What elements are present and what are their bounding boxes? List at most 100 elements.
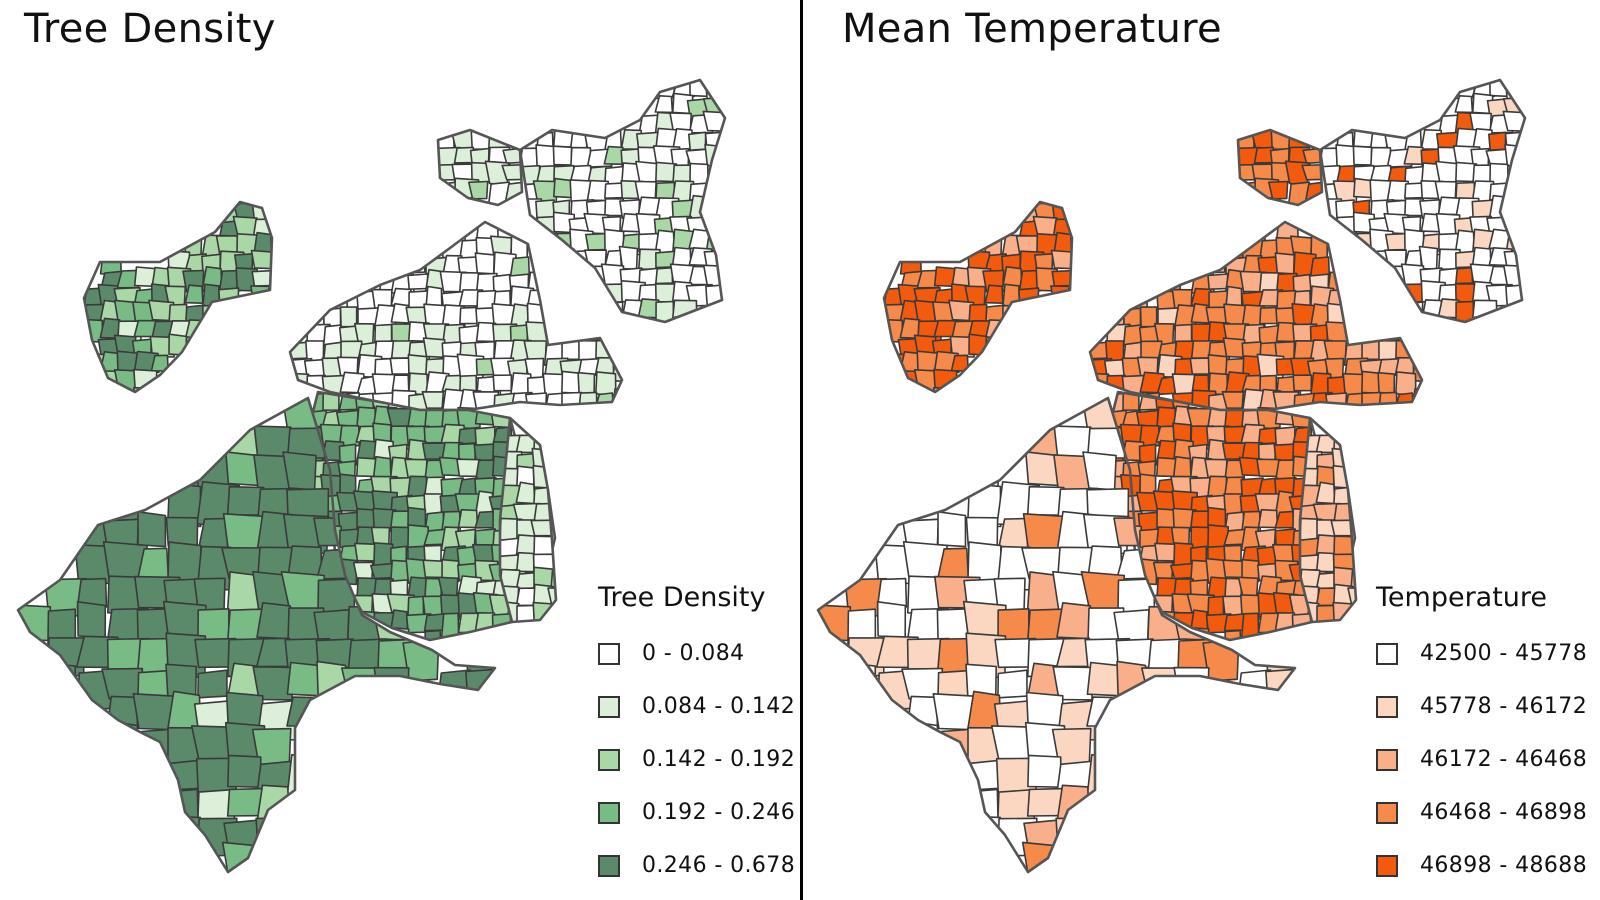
census-tract xyxy=(453,197,476,205)
census-tract xyxy=(290,256,308,280)
census-tract xyxy=(466,757,495,793)
census-tract xyxy=(373,238,397,258)
census-tract xyxy=(166,398,196,430)
census-tract xyxy=(1189,357,1211,375)
census-tract xyxy=(520,96,539,121)
census-tract xyxy=(875,811,906,850)
tract-layer xyxy=(816,78,1527,874)
census-tract xyxy=(1409,408,1422,410)
census-tract xyxy=(932,202,960,220)
census-tract xyxy=(76,453,112,497)
census-tract xyxy=(103,841,140,872)
census-tract xyxy=(1236,844,1278,872)
census-tract xyxy=(1082,451,1117,491)
census-tract xyxy=(1324,630,1345,640)
census-tract xyxy=(577,407,599,410)
census-tract xyxy=(900,385,925,392)
census-tract xyxy=(1386,300,1407,321)
census-tract xyxy=(635,160,658,184)
census-tract xyxy=(1349,80,1374,99)
census-tract xyxy=(1403,317,1429,322)
tree-density-panel: Tree Density Tree Density 0 - 0.084 0.08… xyxy=(16,6,796,878)
census-tract xyxy=(40,458,78,488)
census-tract xyxy=(846,637,885,677)
census-tract xyxy=(18,728,59,769)
census-tract xyxy=(1300,554,1320,572)
census-tract xyxy=(569,316,594,322)
census-tract xyxy=(77,847,117,872)
census-tract xyxy=(1206,235,1231,257)
census-tract xyxy=(846,842,877,872)
census-tract xyxy=(1027,754,1062,789)
census-tract xyxy=(936,849,969,872)
census-tract xyxy=(235,372,257,391)
census-tract xyxy=(1052,304,1072,328)
census-tract xyxy=(543,271,567,291)
census-tract xyxy=(18,483,59,525)
legend-label: 0.246 - 0.678 xyxy=(642,853,796,878)
census-tract xyxy=(234,337,260,362)
census-tract xyxy=(1155,237,1182,262)
census-tract xyxy=(1274,426,1296,447)
census-tract xyxy=(1202,817,1242,852)
census-tract xyxy=(583,284,607,303)
census-tract xyxy=(1001,389,1022,392)
census-tract xyxy=(547,587,556,606)
census-tract xyxy=(936,399,969,429)
census-tract xyxy=(84,372,109,392)
census-tract xyxy=(422,337,446,359)
census-tract xyxy=(465,698,495,739)
census-tract xyxy=(376,752,411,792)
census-tract xyxy=(286,427,326,459)
census-tract xyxy=(705,198,725,218)
census-tract xyxy=(524,630,545,640)
census-tract xyxy=(1241,558,1260,583)
census-tract xyxy=(202,303,226,327)
census-tract xyxy=(1316,604,1336,622)
census-tract xyxy=(376,699,414,743)
census-tract xyxy=(434,815,480,851)
census-tract xyxy=(1122,269,1148,290)
census-tract xyxy=(1350,313,1375,322)
census-tract xyxy=(1052,337,1072,358)
census-tract xyxy=(1035,386,1061,392)
census-tract xyxy=(400,849,445,872)
census-tract xyxy=(267,286,272,305)
census-tract xyxy=(1292,374,1313,392)
legend-title: Tree Density xyxy=(598,582,766,613)
census-tract xyxy=(937,510,967,548)
census-tract xyxy=(1257,508,1279,529)
census-tract xyxy=(1320,114,1340,136)
census-tract xyxy=(1320,96,1339,121)
census-tract xyxy=(389,357,411,375)
legend-label: 46172 - 46468 xyxy=(1420,747,1588,772)
census-tract xyxy=(968,333,988,357)
census-tract xyxy=(552,177,573,199)
census-tract xyxy=(1266,819,1295,853)
census-tract xyxy=(136,399,169,429)
legend-swatch xyxy=(598,801,620,824)
legend-label: 45778 - 46172 xyxy=(1420,694,1588,719)
census-tract xyxy=(46,662,77,701)
census-tract xyxy=(290,289,309,313)
census-tract xyxy=(549,485,556,511)
census-tract xyxy=(458,271,480,293)
census-tract xyxy=(1436,316,1456,322)
census-tract xyxy=(1001,202,1020,227)
census-tract xyxy=(1519,130,1525,155)
census-tract xyxy=(235,386,261,392)
census-tract xyxy=(251,269,272,287)
census-tract xyxy=(84,318,104,343)
census-tract xyxy=(877,847,917,872)
census-tract xyxy=(655,300,675,322)
census-tract xyxy=(1105,236,1127,262)
census-tract xyxy=(1051,269,1072,287)
census-tract xyxy=(459,306,479,325)
legend-swatch xyxy=(598,748,620,771)
census-tract xyxy=(560,290,582,315)
census-tract xyxy=(18,457,49,490)
census-tract xyxy=(1001,319,1024,342)
district-east xyxy=(520,80,725,322)
census-tract xyxy=(1190,222,1218,241)
census-tract xyxy=(269,267,272,289)
